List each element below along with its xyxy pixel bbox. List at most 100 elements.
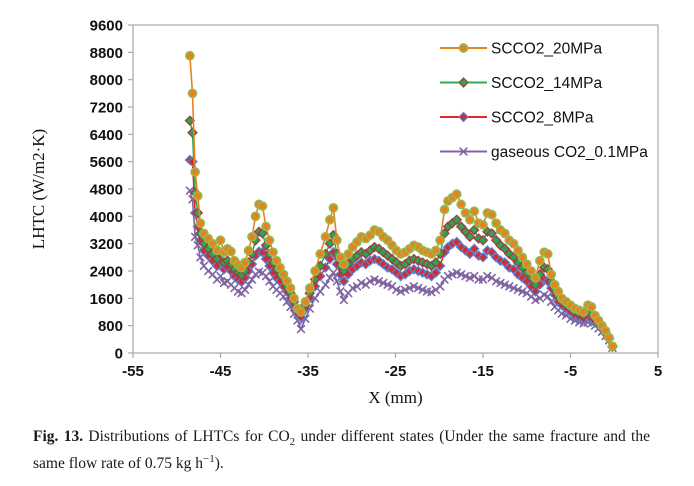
figure-caption: Fig. 13. Distributions of LHTCs for CO2 …	[33, 425, 650, 475]
marker-circle	[325, 214, 335, 225]
marker-circle	[268, 247, 278, 258]
y-tick-label: 9600	[90, 18, 123, 35]
marker-circle	[257, 201, 268, 211]
y-tick-label: 3200	[90, 236, 123, 253]
marker-circle	[300, 296, 311, 307]
marker-circle	[586, 302, 597, 312]
marker-x	[547, 297, 556, 306]
legend: SCCO2_20MPa SCCO2_14MPa SCCO2_8MPagaseous …	[440, 41, 648, 161]
series-scco2-20mpa	[185, 50, 618, 352]
marker-circle	[607, 341, 618, 352]
marker-x	[496, 278, 505, 288]
caption-text-1: Distributions of LHTCs for CO	[83, 428, 290, 445]
marker-diamond	[477, 234, 489, 246]
marker-circle	[439, 204, 450, 215]
marker-x	[459, 147, 468, 156]
marker-circle	[285, 283, 296, 293]
y-tick-label: 800	[98, 318, 123, 335]
marker-x	[392, 285, 401, 294]
legend-item-label: SCCO2_20MPa	[491, 41, 603, 58]
y-tick-label: 2400	[90, 264, 123, 281]
marker-diamond	[458, 111, 469, 123]
marker-diamond	[468, 243, 480, 255]
marker-x	[409, 282, 419, 291]
marker-x	[321, 280, 330, 289]
figure-label: Fig. 13.	[33, 428, 84, 445]
marker-x	[505, 282, 514, 291]
marker-x	[483, 271, 492, 281]
marker-diamond	[464, 231, 476, 243]
marker-x	[383, 280, 392, 289]
y-tick-label: 8000	[90, 72, 123, 89]
legend-item: SCCO2_8MPa	[440, 110, 594, 127]
marker-circle	[604, 332, 614, 343]
marker-circle	[530, 272, 541, 283]
marker-diamond	[503, 248, 515, 260]
y-tick-label: 4000	[90, 209, 123, 226]
marker-circle	[304, 283, 315, 293]
marker-circle	[521, 259, 532, 270]
marker-x	[336, 287, 345, 296]
marker-circle	[343, 249, 354, 259]
marker-x	[400, 285, 410, 294]
marker-circle	[460, 208, 471, 218]
marker-circle	[243, 245, 254, 256]
series-line	[189, 55, 614, 347]
legend-item: SCCO2_20MPa	[440, 41, 603, 58]
marker-x	[456, 270, 466, 279]
marker-diamond	[373, 255, 385, 267]
marker-diamond	[187, 127, 198, 138]
marker-circle	[456, 199, 466, 210]
marker-circle	[320, 231, 331, 242]
marker-circle	[517, 252, 528, 263]
y-tick-label: 7200	[90, 100, 123, 117]
marker-x	[370, 275, 379, 284]
marker-diamond	[530, 279, 541, 290]
marker-circle	[508, 238, 519, 249]
marker-circle	[542, 249, 553, 259]
marker-circle	[185, 50, 195, 61]
x-tick-label: -5	[564, 363, 577, 380]
y-tick-label: 4800	[90, 182, 123, 199]
marker-circle	[187, 88, 198, 99]
y-tick-label: 0	[115, 346, 123, 363]
marker-x	[435, 282, 445, 291]
marker-diamond	[486, 228, 498, 239]
marker-diamond	[477, 252, 489, 263]
marker-circle	[207, 238, 218, 249]
marker-circle	[195, 218, 206, 229]
marker-circle	[215, 235, 226, 246]
marker-x	[332, 277, 342, 286]
marker-x	[405, 283, 414, 293]
legend-item: gaseous CO2_0.1MPa	[440, 144, 648, 161]
marker-x	[296, 324, 306, 334]
marker-x	[265, 277, 274, 286]
marker-circle	[192, 190, 203, 201]
marker-circle	[315, 249, 326, 259]
caption-sup-exp: −1	[203, 452, 215, 465]
marker-circle	[451, 189, 462, 199]
marker-circle	[296, 307, 306, 317]
caption-text-3: ).	[214, 454, 224, 472]
marker-diamond	[211, 253, 223, 265]
marker-circle	[578, 307, 589, 317]
y-tick-label: 1600	[90, 291, 123, 308]
x-tick-label: -25	[385, 363, 407, 380]
marker-x	[427, 287, 436, 297]
marker-x	[365, 277, 375, 286]
marker-diamond	[460, 245, 471, 256]
marker-x	[491, 277, 501, 286]
y-tick-label: 6400	[90, 127, 123, 144]
marker-circle	[535, 255, 545, 266]
marker-circle	[465, 214, 475, 225]
marker-diamond	[373, 243, 385, 255]
marker-circle	[310, 266, 320, 276]
marker-circle	[430, 245, 441, 256]
marker-circle	[190, 167, 200, 177]
legend-item: SCCO2_14MPa	[440, 75, 603, 92]
marker-x	[325, 273, 335, 283]
marker-diamond	[386, 253, 398, 265]
marker-circle	[250, 211, 261, 222]
x-tick-label: -35	[297, 363, 319, 380]
